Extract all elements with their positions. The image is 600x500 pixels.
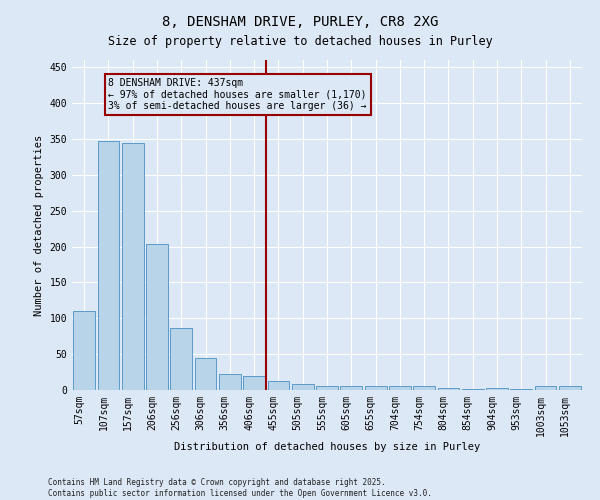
Bar: [559, 386, 581, 390]
Text: Contains HM Land Registry data © Crown copyright and database right 2025.
Contai: Contains HM Land Registry data © Crown c…: [48, 478, 432, 498]
X-axis label: Distribution of detached houses by size in Purley: Distribution of detached houses by size …: [174, 442, 480, 452]
Bar: [535, 386, 556, 390]
Bar: [73, 311, 95, 390]
Text: 8 DENSHAM DRIVE: 437sqm
← 97% of detached houses are smaller (1,170)
3% of semi-: 8 DENSHAM DRIVE: 437sqm ← 97% of detache…: [109, 78, 367, 111]
Bar: [122, 143, 143, 390]
Text: Size of property relative to detached houses in Purley: Size of property relative to detached ho…: [107, 35, 493, 48]
Text: 8, DENSHAM DRIVE, PURLEY, CR8 2XG: 8, DENSHAM DRIVE, PURLEY, CR8 2XG: [162, 15, 438, 29]
Bar: [413, 386, 435, 390]
Bar: [146, 244, 168, 390]
Bar: [268, 380, 289, 390]
Bar: [194, 358, 217, 390]
Bar: [486, 388, 508, 390]
Bar: [437, 388, 460, 390]
Bar: [389, 386, 411, 390]
Bar: [97, 141, 119, 390]
Bar: [219, 374, 241, 390]
Y-axis label: Number of detached properties: Number of detached properties: [34, 134, 44, 316]
Bar: [243, 376, 265, 390]
Bar: [340, 386, 362, 390]
Bar: [292, 384, 314, 390]
Bar: [170, 328, 192, 390]
Bar: [316, 386, 338, 390]
Bar: [365, 386, 386, 390]
